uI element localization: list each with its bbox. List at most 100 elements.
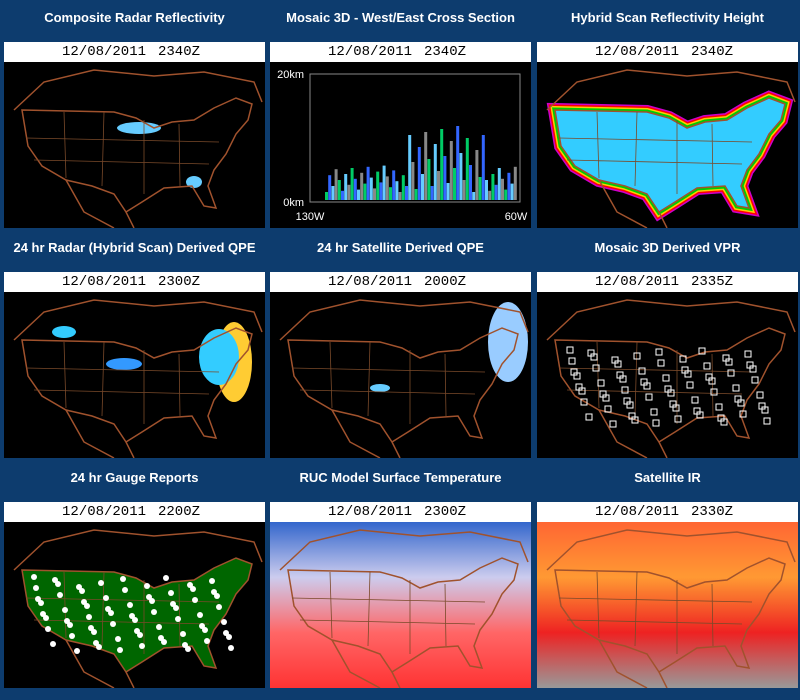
gauge (127, 602, 133, 608)
gauge (216, 604, 222, 610)
map-graphic (270, 522, 531, 689)
echo (459, 153, 463, 200)
country-outline (279, 529, 529, 689)
echo (494, 184, 498, 200)
echo (430, 186, 434, 200)
y-axis-label: 20km (277, 69, 304, 81)
us-outline (554, 327, 786, 444)
echo (357, 189, 360, 200)
echo (360, 172, 364, 200)
echo (382, 165, 386, 200)
vpr-site (640, 378, 648, 386)
gauge (115, 636, 121, 642)
echo (497, 168, 501, 200)
us-outline (21, 97, 253, 214)
vpr-site (650, 408, 658, 416)
date: 12/08/2011 (62, 44, 147, 60)
plot-area (309, 73, 521, 203)
state-borders (25, 341, 220, 424)
echo (501, 178, 504, 200)
country-outline (13, 529, 263, 689)
gauge (93, 640, 99, 646)
timestamp-bar: 12/08/2011 2340Z (270, 42, 531, 62)
gauge (52, 577, 58, 583)
map-image: 20km 0km 130W 60W (270, 62, 531, 228)
echo (462, 180, 466, 200)
timestamp-bar: 12/08/2011 2335Z (537, 272, 798, 292)
gauge (110, 621, 116, 627)
vpr-site (611, 356, 619, 364)
echo (334, 169, 338, 200)
gauge (158, 635, 164, 641)
gauge (144, 583, 150, 589)
gauge (192, 597, 198, 603)
gauge (57, 592, 63, 598)
country-outline (13, 299, 263, 459)
vpr-site (566, 346, 574, 354)
vpr-site (744, 350, 752, 358)
vpr-site (698, 347, 706, 355)
gauge (105, 606, 111, 612)
map-image (4, 292, 265, 459)
vpr-site (739, 410, 747, 418)
echo (366, 166, 370, 200)
map-graphic (13, 529, 263, 689)
gauge (62, 607, 68, 613)
x-axis-label: 130W (296, 211, 325, 223)
echo (421, 174, 424, 200)
echo (433, 144, 437, 200)
vpr-site (580, 398, 588, 406)
state-borders (291, 341, 486, 424)
echo (507, 172, 511, 200)
vpr-site (722, 354, 730, 362)
gauge (156, 624, 162, 630)
map-graphic (546, 69, 796, 229)
vpr-site (717, 414, 725, 422)
gauge (223, 630, 229, 636)
echo (341, 190, 344, 200)
echo (488, 190, 492, 200)
echo (440, 129, 444, 200)
time: 2200Z (158, 504, 201, 520)
echo (411, 162, 415, 200)
state-borders (558, 111, 753, 194)
gauge (31, 574, 37, 580)
vpr-site (604, 405, 612, 413)
us-outline (21, 327, 253, 444)
panel-title: RUC Model Surface Temperature (299, 470, 502, 485)
echo (513, 166, 517, 200)
echo (491, 174, 495, 200)
gauge (103, 595, 109, 601)
echo (363, 183, 367, 200)
gauge (175, 616, 181, 622)
gauge (81, 599, 87, 605)
product-panel: Mosaic 3D - West/East Cross Section 12/08… (270, 0, 531, 228)
echo (401, 175, 405, 200)
timestamp-bar: 12/08/2011 2300Z (4, 272, 265, 292)
time: 2340Z (158, 44, 201, 60)
echo (437, 171, 440, 200)
gauge (35, 596, 41, 602)
timestamp-bar: 12/08/2011 2000Z (270, 272, 531, 292)
panel-title: Hybrid Scan Reflectivity Height (571, 10, 764, 25)
vpr-site (638, 367, 646, 375)
gauge (168, 590, 174, 596)
map-image (270, 522, 531, 689)
echo (504, 189, 508, 200)
gauge (45, 626, 51, 632)
gauge (170, 601, 176, 607)
echo (328, 175, 332, 200)
gauge (64, 618, 70, 624)
vpr-site (662, 374, 670, 382)
vpr-site (756, 391, 764, 399)
time: 2340Z (691, 44, 734, 60)
vpr-site (592, 364, 600, 372)
vpr-site (681, 366, 689, 374)
gauge (134, 628, 140, 634)
us-outline (287, 557, 519, 674)
vpr-site (664, 385, 672, 393)
echo (424, 132, 428, 200)
echo (449, 141, 453, 200)
state-borders (558, 341, 753, 424)
vpr-site (715, 403, 723, 411)
